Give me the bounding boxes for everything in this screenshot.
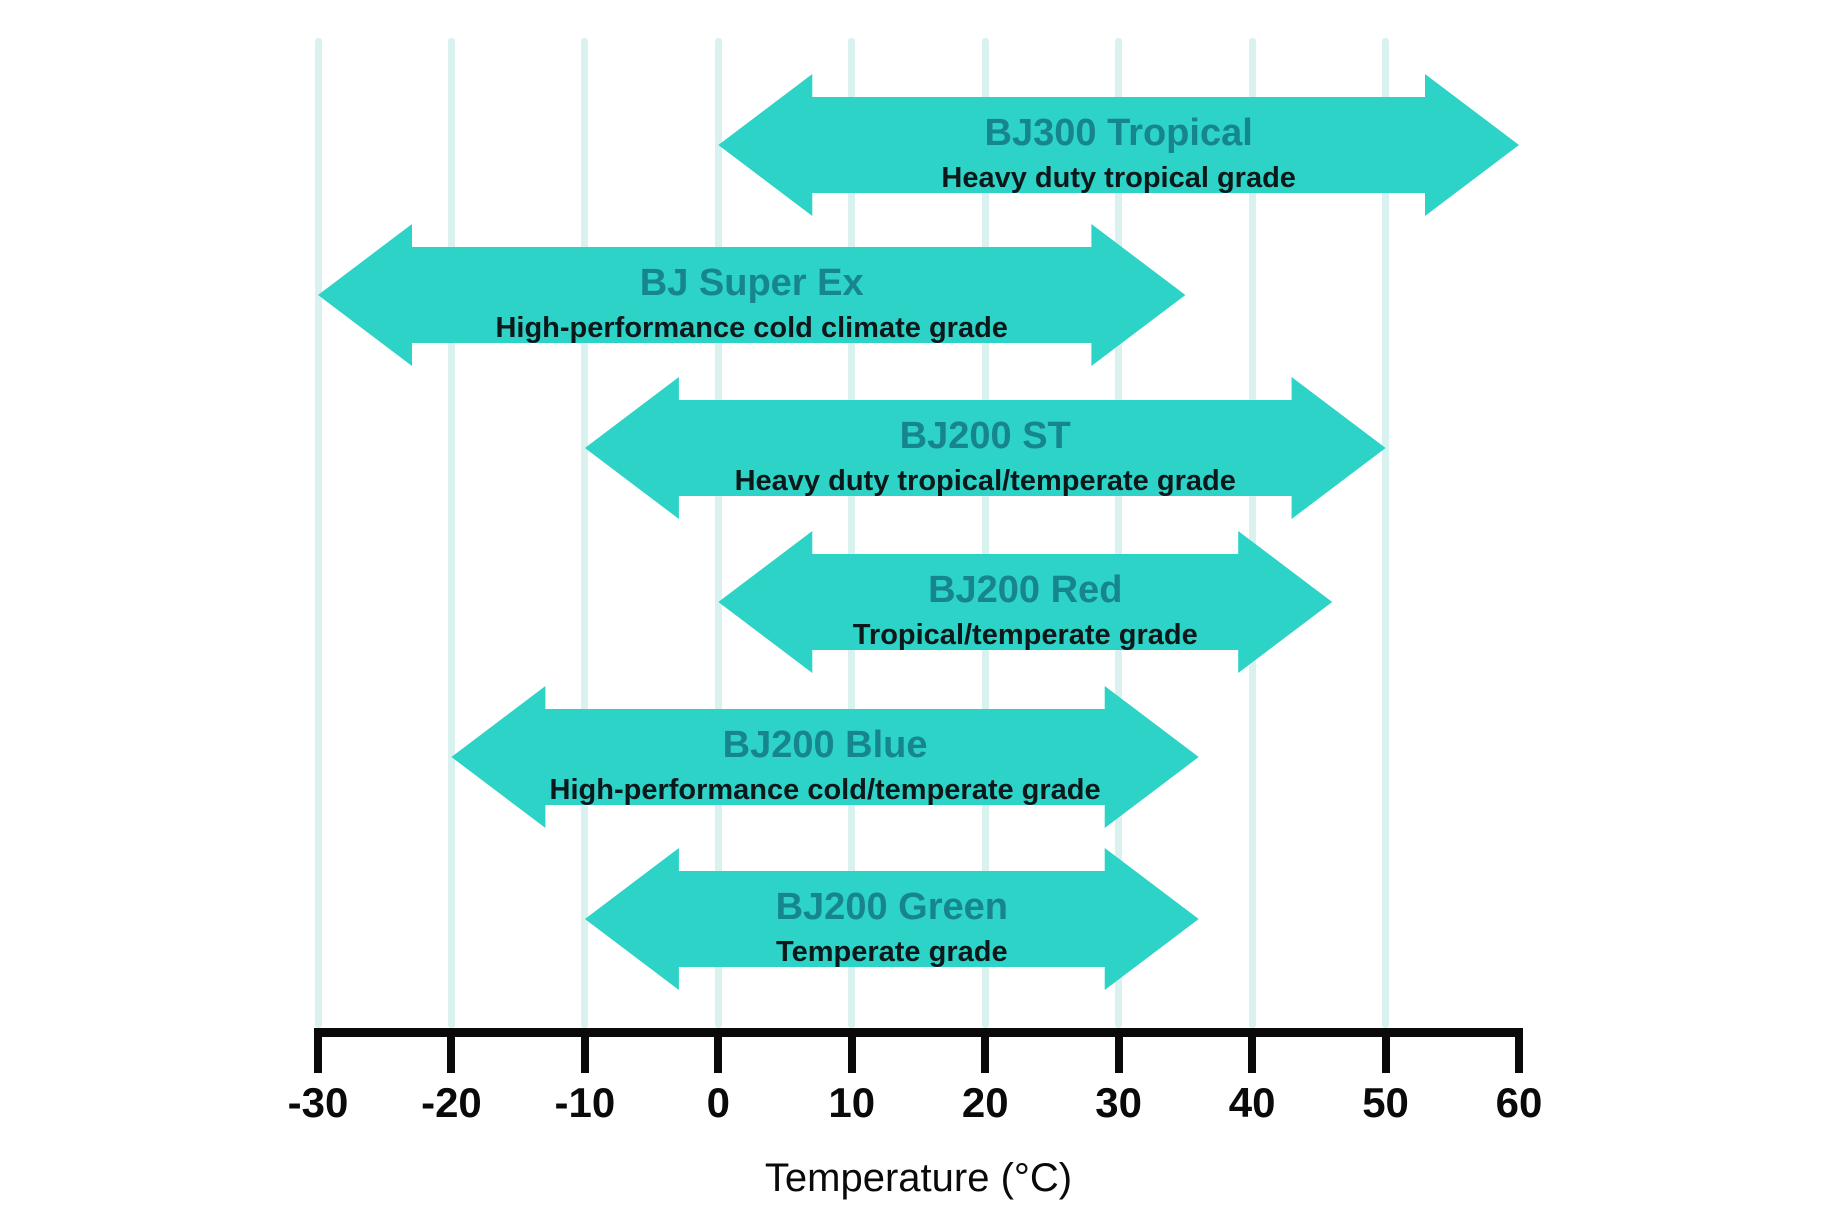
series-name-label-bj-super-ex: BJ Super Ex: [640, 262, 864, 304]
series-description-label-bj200-st: Heavy duty tropical/temperate grade: [735, 465, 1236, 497]
range-arrow-bj300-tropical: [718, 74, 1519, 216]
series-name-label-bj200-st: BJ200 ST: [900, 415, 1071, 457]
x-axis-tick-label-30: 30: [1095, 1079, 1143, 1126]
series-description-label-bj200-red: Tropical/temperate grade: [853, 619, 1198, 651]
x-axis-tick-40: [1248, 1028, 1257, 1073]
x-axis-tick-50: [1381, 1028, 1390, 1073]
x-axis-tick-label-40: 40: [1228, 1079, 1276, 1126]
x-axis-line: [314, 1028, 1523, 1037]
series-name-label-bj200-blue: BJ200 Blue: [723, 724, 928, 766]
range-arrow-bj200-blue: [451, 686, 1199, 828]
x-axis-tick-label--30: -30: [287, 1079, 349, 1126]
gridline--20: [447, 38, 455, 1028]
x-axis-tick--30: [314, 1028, 322, 1073]
range-arrow-bj-super-ex: [318, 224, 1186, 366]
gridline-50: [1382, 38, 1390, 1028]
x-axis-tick-20: [981, 1028, 990, 1073]
range-arrow-bj200-st: [584, 377, 1386, 519]
x-axis-tick-30: [1114, 1028, 1123, 1073]
x-axis-tick-label-10: 10: [828, 1079, 876, 1126]
x-axis-tick-label-20: 20: [961, 1079, 1009, 1126]
gridline-0: [714, 38, 722, 1028]
x-axis-tick--10: [580, 1028, 589, 1073]
series-description-label-bj200-green: Temperate grade: [776, 936, 1008, 968]
gridline-30: [1115, 38, 1123, 1028]
x-axis-tick-label-60: 60: [1495, 1079, 1543, 1126]
x-axis-tick--20: [447, 1028, 456, 1073]
x-axis-tick-60: [1515, 1028, 1523, 1073]
series-name-label-bj200-red: BJ200 Red: [928, 569, 1122, 611]
x-axis-tick-label-50: 50: [1362, 1079, 1409, 1126]
gridline-40: [1248, 38, 1256, 1028]
gridline--10: [581, 38, 589, 1028]
range-arrow-bj200-green: [584, 848, 1199, 990]
x-axis-tick-10: [847, 1028, 856, 1073]
series-name-label-bj300-tropical: BJ300 Tropical: [985, 112, 1253, 154]
x-axis-title: Temperature (°C): [764, 1156, 1073, 1200]
series-description-label-bj200-blue: High-performance cold/temperate grade: [550, 774, 1101, 806]
x-axis-tick-0: [714, 1028, 723, 1073]
gridline-10: [848, 38, 856, 1028]
x-axis-tick-label--10: -10: [554, 1079, 616, 1126]
x-axis-tick-label-0: 0: [706, 1079, 730, 1126]
series-description-label-bj-super-ex: High-performance cold climate grade: [495, 312, 1007, 344]
series-name-label-bj200-green: BJ200 Green: [776, 886, 1008, 928]
series-description-label-bj300-tropical: Heavy duty tropical grade: [941, 162, 1296, 194]
range-arrow-bj200-red: [718, 531, 1333, 673]
x-axis-tick-label--20: -20: [421, 1079, 482, 1126]
gridline-20: [981, 38, 989, 1028]
gridline--30: [314, 38, 322, 1028]
